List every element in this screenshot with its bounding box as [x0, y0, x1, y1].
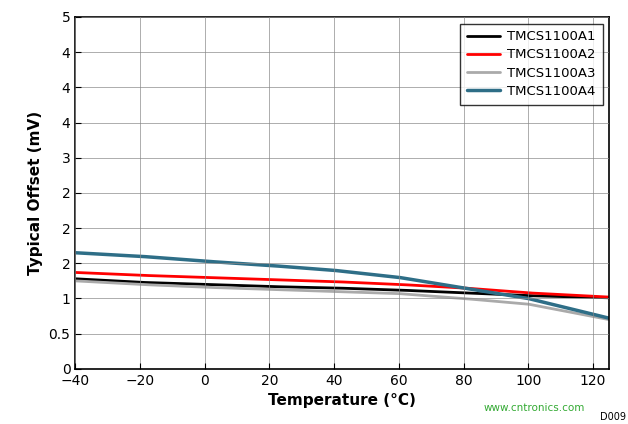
- TMCS1100A2: [398, 282, 406, 287]
- TMCS1100A2: [555, 292, 563, 297]
- Text: www.cntronics.com: www.cntronics.com: [484, 403, 585, 413]
- TMCS1100A3: [605, 317, 613, 322]
- Text: D009: D009: [600, 412, 625, 422]
- TMCS1100A4: [387, 274, 395, 279]
- Legend: TMCS1100A1, TMCS1100A2, TMCS1100A3, TMCS1100A4: TMCS1100A1, TMCS1100A2, TMCS1100A3, TMCS…: [460, 24, 602, 105]
- Line: TMCS1100A1: TMCS1100A1: [75, 279, 609, 298]
- TMCS1100A1: [72, 276, 79, 282]
- TMCS1100A4: [398, 275, 406, 280]
- Line: TMCS1100A2: TMCS1100A2: [75, 273, 609, 297]
- TMCS1100A3: [73, 279, 81, 284]
- TMCS1100A1: [73, 276, 81, 282]
- TMCS1100A2: [389, 282, 397, 287]
- TMCS1100A3: [389, 291, 397, 296]
- TMCS1100A3: [555, 307, 563, 312]
- TMCS1100A3: [72, 278, 79, 283]
- Line: TMCS1100A3: TMCS1100A3: [75, 281, 609, 320]
- TMCS1100A4: [73, 250, 81, 255]
- TMCS1100A2: [72, 270, 79, 275]
- TMCS1100A4: [521, 296, 529, 301]
- TMCS1100A3: [398, 291, 406, 296]
- TMCS1100A3: [387, 291, 395, 296]
- TMCS1100A1: [555, 294, 563, 299]
- TMCS1100A3: [521, 301, 529, 307]
- TMCS1100A2: [387, 282, 395, 287]
- TMCS1100A4: [605, 315, 613, 321]
- Y-axis label: Typical Offset (mV): Typical Offset (mV): [28, 111, 43, 275]
- TMCS1100A1: [387, 287, 395, 293]
- TMCS1100A1: [605, 295, 613, 300]
- Line: TMCS1100A4: TMCS1100A4: [75, 253, 609, 318]
- TMCS1100A1: [521, 293, 529, 298]
- TMCS1100A4: [72, 250, 79, 255]
- TMCS1100A4: [389, 274, 397, 279]
- TMCS1100A1: [398, 287, 406, 293]
- TMCS1100A2: [73, 270, 81, 275]
- TMCS1100A1: [389, 287, 397, 293]
- TMCS1100A4: [555, 304, 563, 309]
- TMCS1100A2: [605, 295, 613, 300]
- TMCS1100A2: [521, 290, 529, 295]
- X-axis label: Temperature (°C): Temperature (°C): [268, 393, 416, 408]
